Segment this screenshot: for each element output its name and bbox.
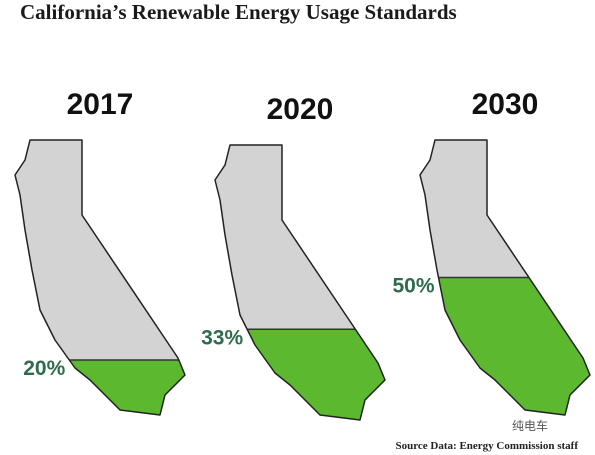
year-label: 2020 — [267, 93, 334, 126]
state-shape — [15, 140, 185, 415]
chart-title: California’s Renewable Energy Usage Stan… — [20, 0, 457, 24]
source-note: Source Data: Energy Commission staff — [395, 440, 578, 452]
value-label: 50% — [392, 275, 434, 298]
watermark: 纯电车 — [512, 418, 548, 433]
state-outline — [14, 139, 186, 416]
filled-share — [420, 277, 590, 415]
year-label: 2017 — [67, 88, 134, 121]
value-label: 33% — [201, 326, 243, 349]
state-outline — [419, 139, 591, 416]
state-outline — [214, 144, 386, 421]
value-label: 20% — [23, 357, 65, 380]
year-label: 2030 — [472, 88, 539, 121]
